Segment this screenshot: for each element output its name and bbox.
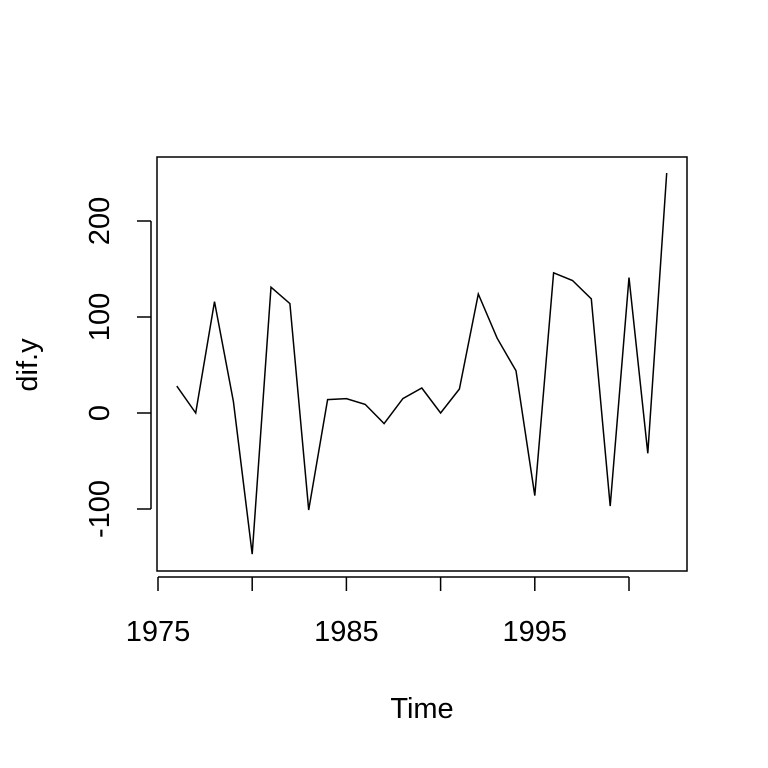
y-tick-label-100: 100 <box>84 293 116 341</box>
y-axis: -100 0 100 200 <box>84 197 152 538</box>
x-tick-label-1985: 1985 <box>314 616 379 648</box>
y-axis-label: dif.y <box>12 338 44 392</box>
y-tick-label--100: -100 <box>84 480 116 538</box>
x-tick-label-1975: 1975 <box>126 616 191 648</box>
x-tick-label-1995: 1995 <box>503 616 568 648</box>
x-axis: 1975 1985 1995 <box>126 576 630 648</box>
y-tick-label-0: 0 <box>84 405 116 421</box>
x-axis-label: Time <box>390 693 453 725</box>
y-tick-label-200: 200 <box>84 197 116 245</box>
plot-box <box>156 156 688 572</box>
series-line <box>176 172 668 555</box>
